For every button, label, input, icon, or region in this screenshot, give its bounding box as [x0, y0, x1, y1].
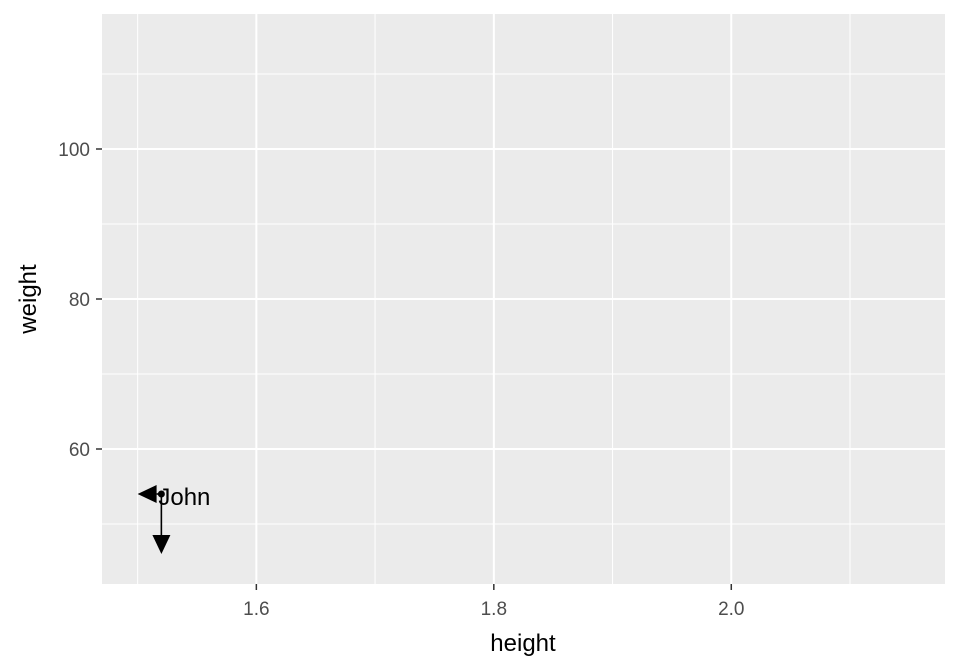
- x-tick-label: 1.6: [243, 599, 269, 620]
- data-points: John: [157, 484, 210, 511]
- x-axis-title: height: [490, 630, 556, 657]
- annotation-arrow-head: [152, 535, 171, 554]
- y-tick-label: 100: [58, 140, 90, 161]
- data-point: [157, 490, 165, 498]
- y-axis: 60 80 100: [58, 140, 102, 461]
- x-tick-label: 2.0: [718, 599, 744, 620]
- y-tick-label: 80: [69, 290, 90, 311]
- x-axis: 1.6 1.8 2.0: [243, 584, 744, 620]
- y-axis-title: weight: [15, 264, 42, 335]
- data-label: John: [158, 484, 210, 511]
- y-tick-label: 60: [69, 440, 90, 461]
- annotation-arrow-head: [137, 485, 157, 503]
- x-tick-label: 1.8: [481, 599, 507, 620]
- major-gridlines: [102, 14, 945, 584]
